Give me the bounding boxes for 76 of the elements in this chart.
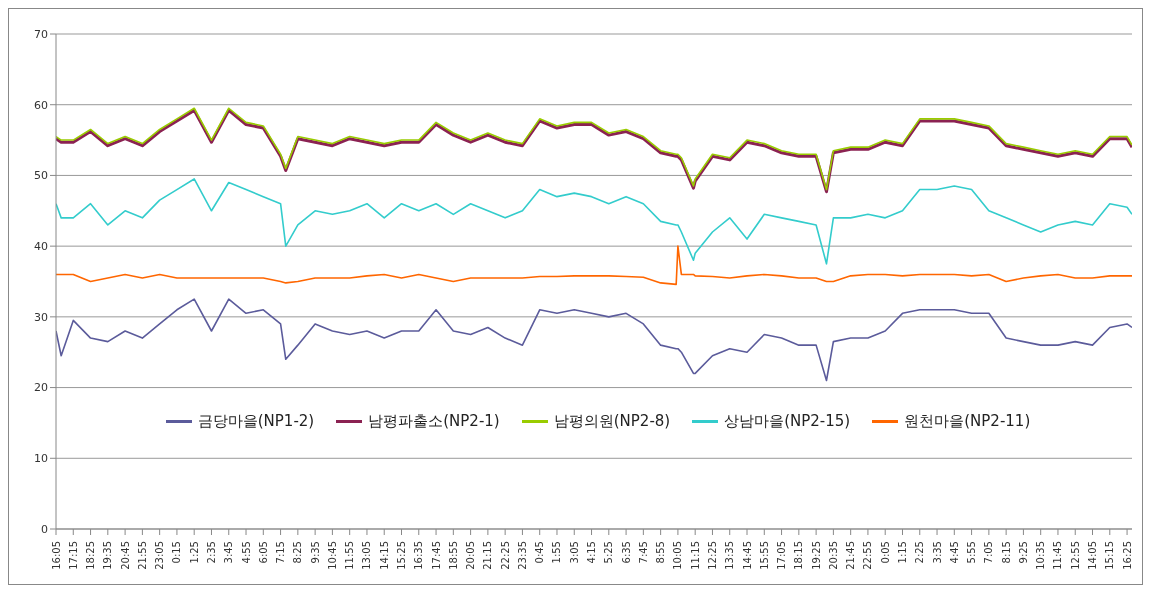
- y-tick-label: 50: [34, 169, 48, 183]
- legend-label: 금당마을(NP1-2): [197, 412, 315, 431]
- x-tick-label: 21:15: [482, 541, 494, 570]
- x-tick-label: 17:45: [430, 541, 442, 570]
- x-tick-label: 18:15: [793, 541, 805, 570]
- x-tick-label: 6:35: [620, 541, 632, 564]
- x-tick-label: 23:05: [154, 541, 166, 570]
- y-tick-label: 20: [34, 381, 48, 395]
- x-tick-label: 2:35: [205, 541, 217, 564]
- y-tick-label: 30: [34, 310, 48, 324]
- y-tick-label: 10: [34, 452, 48, 466]
- x-tick-label: 8:15: [1000, 541, 1012, 564]
- x-tick-label: 9:35: [309, 541, 321, 564]
- x-tick-label: 1:15: [896, 541, 908, 564]
- x-tick-label: 15:15: [1104, 541, 1116, 570]
- x-tick-label: 16:25: [1121, 541, 1133, 570]
- x-tick-label: 1:55: [551, 541, 563, 564]
- x-tick-label: 3:45: [223, 541, 235, 564]
- x-tick-label: 1:25: [188, 541, 200, 564]
- x-tick-label: 10:05: [672, 541, 684, 570]
- x-tick-label: 10:35: [1035, 541, 1047, 570]
- x-tick-label: 4:55: [240, 541, 252, 564]
- x-tick-label: 14:15: [378, 541, 390, 570]
- legend-label: 남평파출소(NP2-1): [368, 412, 500, 431]
- x-tick-label: 8:55: [655, 541, 667, 564]
- x-tick-label: 14:05: [1087, 541, 1099, 570]
- x-tick-label: 9:25: [1017, 541, 1029, 564]
- x-tick-label: 17:15: [67, 541, 79, 570]
- x-tick-label: 22:25: [499, 541, 511, 570]
- x-tick-label: 11:45: [1052, 541, 1064, 570]
- x-tick-label: 20:35: [827, 541, 839, 570]
- x-tick-label: 15:25: [396, 541, 407, 570]
- x-tick-label: 14:45: [741, 541, 753, 570]
- x-tick-label: 0:45: [534, 541, 546, 564]
- y-tick-label: 70: [34, 27, 48, 41]
- x-tick-label: 8:25: [292, 541, 304, 564]
- x-tick-label: 16:05: [50, 541, 62, 570]
- x-tick-label: 15:55: [758, 541, 770, 570]
- x-tick-label: 13:35: [724, 541, 736, 570]
- x-tick-label: 4:45: [948, 541, 960, 564]
- legend-label: 남평의원(NP2-8): [553, 412, 671, 431]
- x-tick-label: 16:35: [413, 541, 425, 570]
- x-tick-label: 21:45: [845, 541, 857, 570]
- x-tick-label: 5:55: [966, 541, 978, 564]
- x-tick-label: 18:25: [85, 541, 97, 570]
- x-tick-label: 11:15: [689, 541, 701, 570]
- x-tick-label: 19:25: [810, 541, 822, 570]
- x-tick-label: 22:55: [862, 541, 874, 570]
- x-tick-label: 17:05: [776, 541, 788, 570]
- legend-label: 원천마을(NP2-11): [904, 412, 1031, 431]
- x-tick-label: 7:15: [275, 541, 287, 564]
- x-tick-label: 12:25: [706, 541, 718, 570]
- x-tick-label: 3:05: [568, 541, 580, 564]
- x-tick-label: 0:05: [879, 541, 891, 564]
- x-tick-label: 20:05: [465, 541, 477, 570]
- x-tick-label: 11:55: [344, 541, 356, 570]
- x-tick-label: 0:15: [171, 541, 183, 564]
- x-tick-label: 7:45: [637, 541, 649, 564]
- x-tick-label: 18:55: [447, 541, 459, 570]
- x-tick-label: 21:55: [136, 541, 148, 570]
- x-tick-label: 20:45: [119, 541, 131, 570]
- x-tick-label: 7:05: [983, 541, 995, 564]
- x-tick-label: 19:35: [102, 541, 114, 570]
- x-tick-label: 12:55: [1069, 541, 1081, 570]
- x-tick-label: 4:15: [586, 541, 598, 564]
- x-tick-label: 10:45: [326, 541, 338, 570]
- x-tick-label: 13:05: [361, 541, 373, 570]
- x-tick-label: 6:05: [257, 541, 269, 564]
- x-tick-label: 3:35: [931, 541, 943, 564]
- y-tick-label: 40: [34, 240, 48, 254]
- y-tick-label: 60: [34, 98, 48, 112]
- x-tick-label: 2:25: [914, 541, 926, 564]
- x-tick-label: 5:25: [603, 541, 615, 564]
- x-tick-label: 23:35: [516, 541, 528, 570]
- legend-label: 상남마을(NP2-15): [724, 412, 851, 431]
- y-tick-label: 0: [41, 522, 48, 536]
